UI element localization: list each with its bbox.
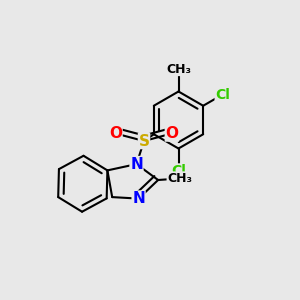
Text: S: S xyxy=(139,134,149,148)
Text: CH₃: CH₃ xyxy=(167,172,192,185)
Text: N: N xyxy=(132,191,145,206)
Text: N: N xyxy=(130,157,143,172)
Text: Cl: Cl xyxy=(215,88,230,101)
Text: O: O xyxy=(109,126,122,141)
Text: Cl: Cl xyxy=(171,164,186,178)
Text: O: O xyxy=(165,126,178,141)
Text: CH₃: CH₃ xyxy=(166,62,191,76)
